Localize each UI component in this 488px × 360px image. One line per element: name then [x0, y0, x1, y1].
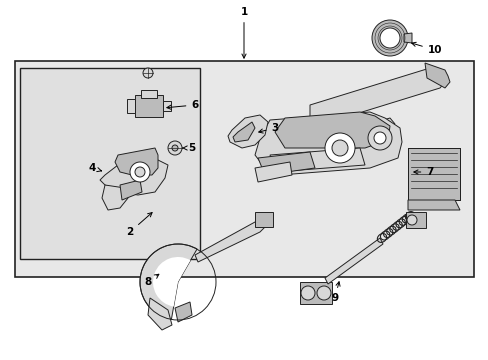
Text: 2: 2 — [126, 212, 152, 237]
Circle shape — [373, 132, 385, 144]
Text: 9: 9 — [331, 282, 339, 303]
Polygon shape — [424, 63, 449, 88]
Circle shape — [135, 167, 145, 177]
Bar — [135, 95, 163, 117]
Polygon shape — [120, 180, 142, 200]
Bar — [299, 282, 331, 304]
Bar — [254, 212, 272, 227]
Polygon shape — [325, 238, 382, 284]
Text: 6: 6 — [166, 100, 198, 110]
Polygon shape — [254, 112, 401, 175]
Polygon shape — [309, 68, 444, 125]
Circle shape — [406, 215, 416, 225]
Polygon shape — [254, 162, 291, 182]
Bar — [127, 99, 135, 113]
Circle shape — [168, 141, 182, 155]
Polygon shape — [403, 33, 411, 43]
Wedge shape — [140, 244, 197, 319]
Circle shape — [367, 126, 391, 150]
Circle shape — [130, 162, 150, 182]
Bar — [141, 90, 157, 98]
Polygon shape — [100, 160, 168, 195]
Polygon shape — [102, 185, 128, 210]
Text: 1: 1 — [240, 7, 247, 58]
Circle shape — [316, 286, 330, 300]
Text: 8: 8 — [144, 274, 159, 287]
Wedge shape — [153, 257, 190, 307]
Circle shape — [379, 28, 399, 48]
Bar — [405, 212, 425, 228]
Circle shape — [172, 145, 178, 151]
Bar — [15, 61, 473, 277]
Polygon shape — [232, 122, 254, 142]
Polygon shape — [269, 148, 364, 172]
Circle shape — [371, 20, 407, 56]
Text: 4: 4 — [88, 163, 102, 173]
Polygon shape — [148, 298, 172, 330]
Text: 10: 10 — [411, 42, 441, 55]
Circle shape — [325, 133, 354, 163]
Polygon shape — [195, 218, 267, 262]
Bar — [20, 68, 200, 259]
Polygon shape — [269, 118, 394, 161]
Circle shape — [301, 286, 314, 300]
Bar — [407, 148, 459, 200]
Polygon shape — [274, 112, 389, 148]
Text: 5: 5 — [183, 143, 195, 153]
Bar — [163, 101, 171, 111]
Text: 3: 3 — [258, 123, 278, 133]
Text: 7: 7 — [413, 167, 433, 177]
Polygon shape — [175, 302, 192, 322]
Bar — [407, 148, 459, 200]
Polygon shape — [115, 148, 158, 175]
Polygon shape — [227, 115, 267, 148]
Circle shape — [331, 140, 347, 156]
Polygon shape — [407, 200, 459, 210]
Circle shape — [142, 68, 153, 78]
Polygon shape — [258, 152, 314, 175]
